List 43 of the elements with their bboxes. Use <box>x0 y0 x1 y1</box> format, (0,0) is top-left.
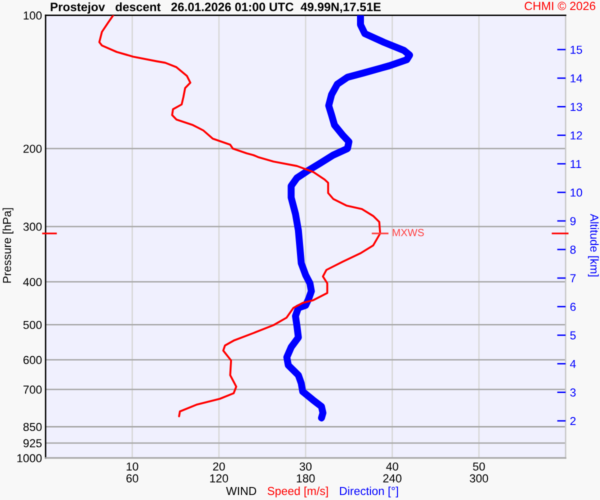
line-series <box>98 15 382 418</box>
y2-tick-label: 13 <box>570 102 582 111</box>
y-tick-label: 200 <box>23 144 42 153</box>
y2-tick-label: 11 <box>570 160 582 168</box>
y2-tick-label: 7 <box>570 274 576 282</box>
y2-tick-label: 4 <box>570 360 576 368</box>
text: CHMI © 2026 <box>524 2 596 10</box>
x-tick-label: 50 <box>472 462 485 471</box>
x2-tick-label: 180 <box>296 474 315 482</box>
y2-tick-label: 12 <box>570 131 582 140</box>
text: Speed [m/s] <box>268 486 328 498</box>
annotation: MXWS <box>392 228 424 236</box>
y2-tick-label: 6 <box>570 302 576 311</box>
text: Direction [°] <box>340 486 398 498</box>
x2-tick-label: 300 <box>470 474 488 482</box>
y2-tick-label: 3 <box>570 388 576 397</box>
x-tick-label: 30 <box>300 462 312 471</box>
chart-title: Prostejov descent 26.01.2026 01:00 UTC 49.99N,17.51E <box>50 2 381 14</box>
x-tick-label: 40 <box>386 462 398 471</box>
x-tick-label: 20 <box>213 462 225 471</box>
x2-tick-label: 120 <box>210 474 228 482</box>
y-tick-label: 300 <box>23 222 42 231</box>
y-tick-label: 1000 <box>17 454 42 462</box>
y2-tick-label: 9 <box>570 217 576 226</box>
y-tick-label: 100 <box>24 11 42 20</box>
y-tick-label: 925 <box>23 439 42 448</box>
y-tick-label: 600 <box>23 356 42 364</box>
x2-tick-label: 60 <box>126 474 138 482</box>
y2-axis-title: Altitude [km] <box>588 214 599 276</box>
y2-tick-label: 10 <box>570 188 582 197</box>
y-tick-label: 500 <box>23 320 42 330</box>
y-axis-title: Pressure [hPa] <box>2 208 14 283</box>
y-tick-label: 700 <box>23 386 42 394</box>
y-tick-label: 850 <box>23 422 42 432</box>
y-tick-label: 400 <box>23 278 42 286</box>
y2-tick-label: 8 <box>570 246 576 254</box>
y2-tick-label: 5 <box>570 331 576 340</box>
x-axis-title: WIND <box>226 487 256 495</box>
y2-tick-label: 15 <box>570 46 582 54</box>
x-tick-label: 10 <box>126 462 138 471</box>
y2-tick-label: 14 <box>570 74 582 82</box>
x2-tick-label: 240 <box>383 474 402 482</box>
y2-tick-label: 2 <box>570 417 576 426</box>
